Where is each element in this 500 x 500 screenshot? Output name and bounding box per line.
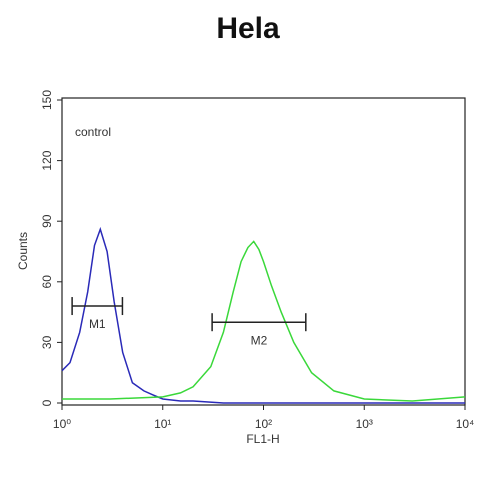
y-tick-label: 0: [40, 399, 54, 406]
x-tick-label: 10⁴: [456, 417, 475, 431]
y-tick-label: 150: [40, 90, 54, 110]
y-tick-label: 90: [40, 214, 54, 228]
series-line: [61, 226, 465, 404]
annotation: control: [75, 125, 111, 139]
marker-label: M1: [89, 317, 106, 331]
y-tick-label: 120: [40, 150, 54, 170]
y-axis-label: Counts: [16, 232, 30, 270]
chart-title: Hela: [216, 12, 280, 45]
x-tick-label: 10²: [255, 417, 272, 431]
series-line: [62, 240, 466, 402]
x-tick-label: 10¹: [154, 417, 171, 431]
y-tick-label: 30: [40, 335, 54, 349]
y-tick-label: 60: [40, 275, 54, 289]
x-tick-label: 10³: [356, 417, 373, 431]
x-tick-label: 10⁰: [53, 417, 71, 431]
x-axis-label: FL1-H: [246, 432, 279, 446]
marker-label: M2: [251, 333, 268, 347]
plot-frame: [61, 97, 466, 406]
